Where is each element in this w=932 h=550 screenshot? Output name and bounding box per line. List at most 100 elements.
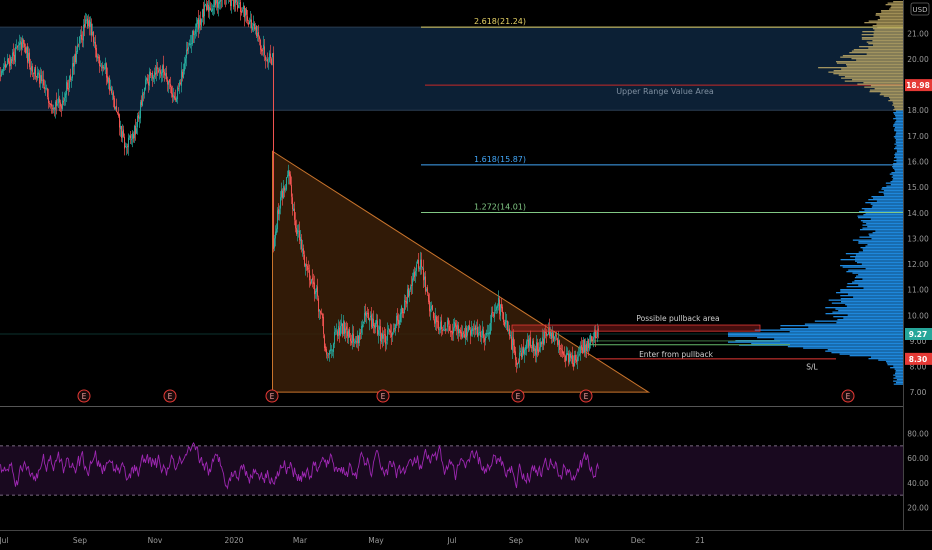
time-tick-label: May [368,536,384,545]
candle-body [240,1,241,13]
candle-body [173,95,174,98]
volume-profile-row [879,94,903,96]
volume-profile-row [894,373,903,375]
candle-body [115,106,116,110]
candle-body [249,21,250,25]
candle-body [144,87,145,95]
volume-profile-row [728,332,903,334]
volume-profile-row [862,278,903,280]
candle-body [528,339,529,348]
candle-body [323,316,324,335]
candle-body [167,79,168,85]
volume-profile-row [889,8,903,10]
candle-body [554,336,555,340]
candle-body [20,40,21,45]
candle-body [69,76,70,88]
volume-profile-row [894,155,903,157]
candle-body [354,341,355,343]
volume-profile-row [832,311,903,313]
volume-profile-row [847,293,903,295]
volume-profile-row [891,176,903,178]
volume-profile-row [894,154,903,156]
earnings-marker-label: E [846,392,851,401]
candle-body [215,0,216,5]
volume-profile-row [842,55,903,57]
volume-profile-row [896,149,903,151]
candle-body [538,349,539,354]
volume-profile-row [843,317,903,319]
candle-body [4,64,5,68]
volume-profile-row [849,52,903,54]
rsi-tick-label: 60.00 [907,454,929,463]
candle-body [313,281,314,285]
candle-body [11,58,12,64]
volume-profile-row [831,302,903,304]
candle-body [9,61,10,67]
candle-body [210,8,211,11]
volume-profile-row [852,79,903,81]
candle-body [458,325,459,334]
candle-body [578,355,579,357]
candle-body [441,320,442,330]
volume-profile-row [863,287,903,289]
candle-body [297,229,298,234]
candle-body [106,63,107,78]
price-tick-label: 17.00 [907,132,929,141]
volume-profile-row [873,44,903,46]
candle-body [217,0,218,8]
candle-body [56,100,57,106]
candle-body [213,5,214,8]
candle-body [311,279,312,283]
candle-body [372,318,373,329]
candle-body [153,76,154,80]
candle-body [278,209,279,215]
candle-body [113,92,114,100]
volume-profile-row [875,230,903,232]
volume-profile-row [873,197,903,199]
candle-body [18,45,19,47]
volume-profile-row [739,344,903,346]
candle-body [299,230,300,241]
volume-profile-row [842,266,903,268]
volume-profile-row [891,5,903,7]
candle-body [466,327,467,338]
volume-profile-row [861,263,903,265]
candle-body [70,74,71,80]
candle-body [198,18,199,30]
candle-body [436,316,437,323]
earnings-marker [376,389,390,403]
stop-loss-label: S/L [806,363,818,372]
candle-body [219,1,220,4]
candle-body [8,58,9,63]
candle-body [150,71,151,76]
candle-body [118,113,119,116]
candle-body [231,0,232,6]
volume-profile-row [853,49,903,51]
candle-body [462,333,463,339]
candle-body [147,78,148,82]
volume-profile-row [840,295,903,297]
volume-profile-row [864,209,903,211]
candle-body [165,73,166,76]
candle-body [481,335,482,337]
candle-body [467,331,468,336]
price-tick-label: 15.00 [907,183,929,192]
volume-profile-row [884,194,903,196]
volume-profile-row [845,304,903,306]
candle-body [444,329,445,331]
earnings-marker-label: E [381,392,386,401]
candle-body [506,320,507,322]
candle-body [185,58,186,64]
candle-body [30,67,31,70]
candle-body [344,322,345,334]
candle-body [235,0,236,4]
candle-body [314,282,315,295]
candle-body [258,32,259,37]
candle-body [406,301,407,304]
candle-body [31,66,32,71]
candle-body [388,328,389,330]
volume-profile-row [846,271,903,273]
candle-body [304,254,305,266]
candle-body [156,66,157,75]
